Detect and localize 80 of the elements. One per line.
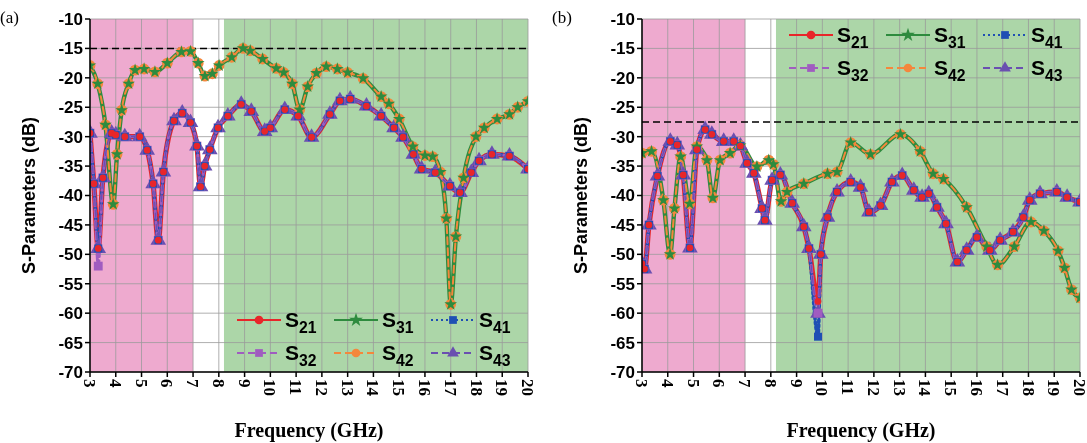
y-tick-label: -20 [610,68,635,88]
x-tick-label: 15 [941,379,961,396]
y-tick-label: -50 [58,245,83,265]
x-tick-label: 18 [1018,379,1038,396]
x-axis-title: Frequency (GHz) [786,419,936,442]
x-tick-label: 17 [992,379,1012,397]
y-tick-label: -30 [58,127,83,147]
legend-label: S$_{21}$ [285,308,317,336]
y-tick-label: -15 [58,39,83,59]
x-tick-label: 16 [414,379,434,396]
x-tick-label: 10 [812,379,832,396]
x-tick-label: 12 [863,379,883,396]
legend-label: S$_{31}$ [934,23,966,51]
x-tick-label: 8 [208,379,228,388]
legend-label: S$_{32}$ [837,56,869,84]
x-tick-label: 5 [131,379,151,388]
legend-label: S$_{21}$ [837,23,869,51]
x-tick-label: 20 [518,379,538,396]
y-tick-label: -35 [610,157,635,177]
x-tick-label: 11 [838,379,858,396]
x-tick-label: 19 [1044,379,1064,396]
x-tick-label: 5 [683,379,703,388]
legend-label: S$_{41}$ [1031,23,1063,51]
y-tick-label: -15 [610,39,635,59]
x-tick-label: 14 [363,379,383,397]
x-tick-label: 6 [709,379,729,388]
legend-label: S$_{42}$ [934,56,966,84]
x-tick-label: 14 [915,379,935,397]
y-tick-label: -70 [58,362,83,382]
y-tick-label: -70 [610,362,635,382]
x-tick-label: 6 [157,379,177,388]
y-tick-label: -60 [58,304,83,324]
x-tick-label: 18 [466,379,486,396]
y-tick-label: -10 [58,9,83,29]
legend-label: S$_{41}$ [479,308,511,336]
legend-label: S$_{43}$ [479,341,511,369]
legend-label: S$_{43}$ [1031,56,1063,84]
y-tick-label: -10 [610,9,635,29]
y-axis-title: S-Parameters (dB) [571,116,591,275]
x-tick-label: 9 [234,379,254,388]
y-tick-label: -30 [610,127,635,147]
chart-title: (b) [552,8,572,27]
y-tick-label: -35 [58,157,83,177]
x-tick-label: 13 [337,379,357,396]
x-tick-label: 9 [786,379,806,388]
legend-label: S$_{31}$ [382,308,414,336]
x-tick-label: 11 [286,379,306,396]
y-tick-label: -25 [58,98,83,118]
x-axis-title: Frequency (GHz) [234,419,384,442]
x-tick-label: 15 [389,379,409,396]
x-tick-label: 4 [105,379,125,388]
x-tick-label: 10 [260,379,280,396]
x-tick-label: 7 [735,379,755,388]
y-tick-label: -65 [58,333,83,353]
x-tick-label: 19 [492,379,512,396]
y-tick-label: -60 [610,304,635,324]
y-tick-label: -25 [610,98,635,118]
y-tick-label: -20 [58,68,83,88]
x-tick-label: 13 [889,379,909,396]
y-tick-label: -40 [610,186,635,206]
x-tick-label: 3 [632,379,652,388]
x-tick-label: 20 [1070,379,1087,396]
legend-label: S$_{42}$ [382,341,414,369]
y-axis-title: S-Parameters (dB) [19,116,39,275]
x-tick-label: 4 [657,379,677,388]
legend-label: S$_{32}$ [285,341,317,369]
y-tick-label: -40 [58,186,83,206]
y-tick-label: -50 [610,245,635,265]
y-tick-label: -65 [610,333,635,353]
y-tick-label: -45 [58,215,83,235]
x-tick-label: 17 [440,379,460,397]
x-tick-label: 12 [311,379,331,396]
x-tick-label: 16 [966,379,986,396]
y-tick-label: -55 [58,274,83,294]
x-tick-label: 3 [80,379,100,388]
x-tick-label: 8 [760,379,780,388]
y-tick-label: -55 [610,274,635,294]
x-tick-label: 7 [183,379,203,388]
y-tick-label: -45 [610,215,635,235]
chart-title: (a) [0,8,19,27]
